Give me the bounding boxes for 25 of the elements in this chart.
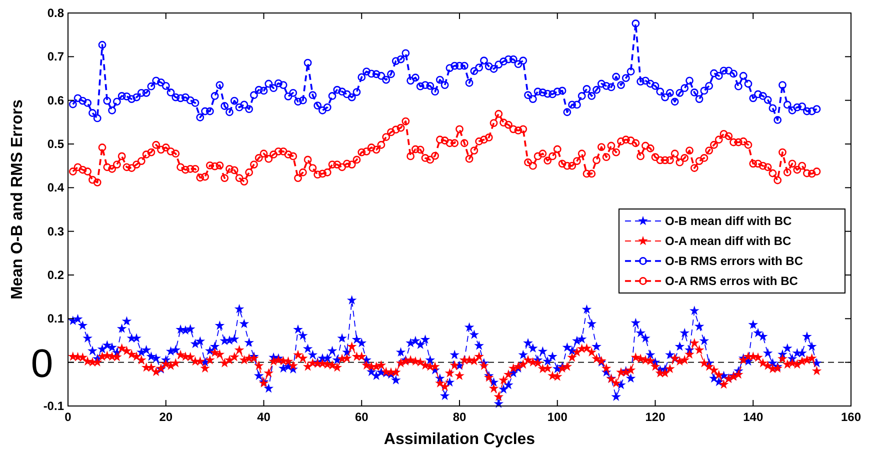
legend-label: O-B mean diff with BC xyxy=(665,214,792,228)
y-tick-label: 0.5 xyxy=(47,137,64,151)
y-tick-label: 0.7 xyxy=(47,50,64,64)
x-axis-title: Assimilation Cycles xyxy=(384,431,536,448)
y-tick-label: 0.4 xyxy=(47,180,64,195)
x-tick-label: 120 xyxy=(645,410,666,424)
legend-label: O-A RMS erros with BC xyxy=(665,274,798,288)
legend-label: O-A mean diff with BC xyxy=(665,234,792,248)
x-tick-label: 60 xyxy=(354,410,369,424)
y-tick-label: 0.6 xyxy=(47,93,64,108)
y-tick-label: 0.8 xyxy=(47,6,64,20)
x-tick-label: 40 xyxy=(257,410,271,424)
y-tick-label: 0.3 xyxy=(47,224,64,238)
y-axis-title: Mean O-B and RMS Errors xyxy=(9,99,26,300)
legend-label: O-B RMS errors with BC xyxy=(665,254,804,268)
x-tick-label: 100 xyxy=(547,410,568,424)
text: 0 xyxy=(30,342,54,386)
x-tick-label: 20 xyxy=(159,410,173,424)
y-tick-label: 0.2 xyxy=(47,268,64,282)
x-tick-label: 160 xyxy=(840,410,862,424)
y-tick-label: -0.1 xyxy=(43,399,64,413)
x-tick-label: 0 xyxy=(64,410,72,424)
x-tick-label: 140 xyxy=(743,410,764,424)
x-tick-label: 80 xyxy=(452,410,466,424)
y-tick-label: 0.1 xyxy=(47,312,64,326)
